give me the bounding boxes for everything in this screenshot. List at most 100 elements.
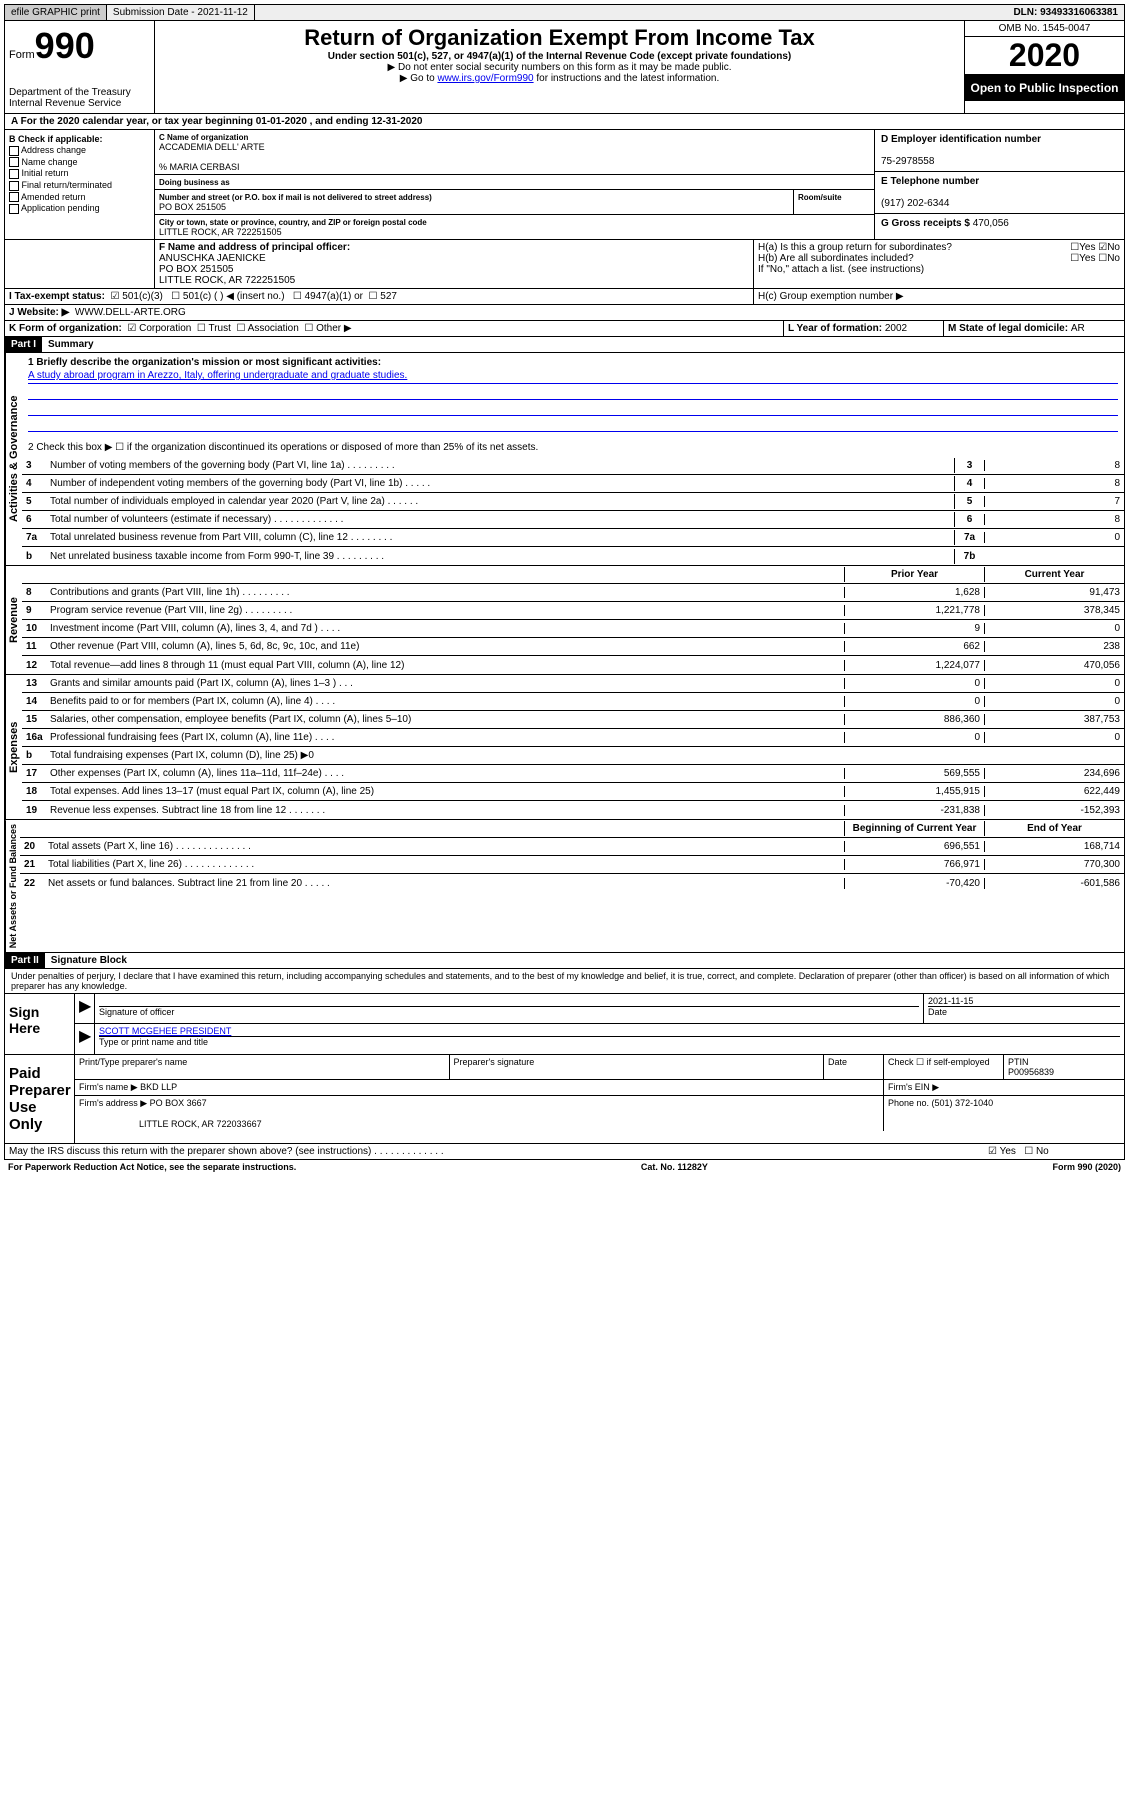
cb-address-change[interactable]: Address change	[9, 145, 150, 156]
rev-header-row: Prior Year Current Year	[22, 566, 1124, 584]
footer-left: For Paperwork Reduction Act Notice, see …	[8, 1162, 296, 1172]
form-990-page: efile GRAPHIC print Submission Date - 20…	[0, 0, 1129, 1178]
cb-name-change[interactable]: Name change	[9, 157, 150, 168]
ssn-note: ▶ Do not enter social security numbers o…	[159, 62, 960, 73]
gov-row-b: bNet unrelated business taxable income f…	[22, 547, 1124, 565]
paid-prep-label: Paid Preparer Use Only	[5, 1055, 75, 1143]
mission-text[interactable]: A study abroad program in Arezzo, Italy,…	[28, 370, 407, 381]
efile-print-button[interactable]: efile GRAPHIC print	[5, 5, 107, 20]
irs-link[interactable]: www.irs.gov/Form990	[437, 73, 533, 84]
row-22: 22Net assets or fund balances. Subtract …	[20, 874, 1124, 892]
row-13: 13Grants and similar amounts paid (Part …	[22, 675, 1124, 693]
public-inspection: Open to Public Inspection	[965, 75, 1124, 101]
part-1-bar: Part I Summary	[4, 337, 1125, 353]
row-17: 17Other expenses (Part IX, column (A), l…	[22, 765, 1124, 783]
block-d-e-g: D Employer identification number 75-2978…	[874, 130, 1124, 239]
phone-block: E Telephone number (917) 202-6344	[875, 172, 1124, 214]
dept-treasury: Department of the Treasury	[9, 87, 150, 98]
part-2-header: Part II	[5, 953, 45, 968]
main-info-block: B Check if applicable: Address change Na…	[4, 130, 1125, 240]
gov-row-3: 3Number of voting members of the governi…	[22, 457, 1124, 475]
part-2-bar: Part II Signature Block	[4, 953, 1125, 969]
arrow-icon: ▶	[79, 1028, 91, 1045]
block-b-checkboxes: B Check if applicable: Address change Na…	[5, 130, 155, 239]
gov-row-6: 6Total number of volunteers (estimate if…	[22, 511, 1124, 529]
gross-receipts-block: G Gross receipts $ 470,056	[875, 214, 1124, 233]
arrow-icon: ▶	[79, 998, 91, 1015]
gross-receipts: 470,056	[973, 218, 1009, 229]
header-right: OMB No. 1545-0047 2020 Open to Public In…	[964, 21, 1124, 113]
part-1-title: Summary	[42, 337, 100, 352]
block-a-year: A For the 2020 calendar year, or tax yea…	[4, 114, 1125, 130]
part-2-title: Signature Block	[45, 953, 133, 968]
street-block: Number and street (or P.O. box if mail i…	[155, 190, 874, 215]
row-11: 11Other revenue (Part VIII, column (A), …	[22, 638, 1124, 656]
dln-field: DLN: 93493316063381	[1007, 5, 1124, 20]
firm-name: BKD LLP	[140, 1082, 177, 1092]
row-16a: 16aProfessional fundraising fees (Part I…	[22, 729, 1124, 747]
row-b: bTotal fundraising expenses (Part IX, co…	[22, 747, 1124, 765]
block-j-row: J Website: ▶ WWW.DELL-ARTE.ORG	[4, 305, 1125, 321]
revenue-label: Revenue	[5, 566, 22, 674]
irs-label: Internal Revenue Service	[9, 98, 150, 109]
cb-amended-return[interactable]: Amended return	[9, 192, 150, 203]
form-of-org: K Form of organization: ☑ Corporation ☐ …	[5, 321, 784, 336]
part-1-header: Part I	[5, 337, 42, 352]
form-number: Form990	[9, 25, 150, 67]
care-of: % MARIA CERBASI	[159, 162, 240, 172]
h-note: If "No," attach a list. (see instruction…	[758, 264, 1120, 275]
gov-row-7a: 7aTotal unrelated business revenue from …	[22, 529, 1124, 547]
row-14: 14Benefits paid to or for members (Part …	[22, 693, 1124, 711]
street-address: PO BOX 251505	[159, 202, 226, 212]
block-i-row: I Tax-exempt status: ☑ 501(c)(3) ☐ 501(c…	[4, 289, 1125, 305]
block-k-l-m-row: K Form of organization: ☑ Corporation ☐ …	[4, 321, 1125, 337]
website-value: WWW.DELL-ARTE.ORG	[75, 307, 186, 318]
officer-name[interactable]: SCOTT MCGEHEE PRESIDENT	[99, 1026, 231, 1036]
governance-label: Activities & Governance	[5, 353, 22, 565]
block-h: H(a) Is this a group return for subordin…	[754, 240, 1124, 288]
q2-discontinued: 2 Check this box ▶ ☐ if the organization…	[22, 438, 1124, 457]
row-19: 19Revenue less expenses. Subtract line 1…	[22, 801, 1124, 819]
year-formation: L Year of formation: 2002	[784, 321, 944, 336]
sign-here-label: Sign Here	[5, 994, 75, 1054]
tax-year: 2020	[965, 37, 1124, 75]
footer-right: Form 990 (2020)	[1052, 1162, 1121, 1172]
header-left: Form990 Department of the Treasury Inter…	[5, 21, 155, 113]
city-state-zip: LITTLE ROCK, AR 722251505	[159, 227, 282, 237]
paid-preparer-block: Paid Preparer Use Only Print/Type prepar…	[4, 1055, 1125, 1144]
discuss-yes-no[interactable]: ☑ Yes ☐ No	[984, 1144, 1124, 1159]
city-block: City or town, state or province, country…	[155, 215, 874, 239]
omb-number: OMB No. 1545-0047	[965, 21, 1124, 37]
perjury-text: Under penalties of perjury, I declare th…	[4, 969, 1125, 994]
discuss-text: May the IRS discuss this return with the…	[5, 1144, 984, 1159]
cb-initial-return[interactable]: Initial return	[9, 168, 150, 179]
sign-here-block: Sign Here ▶ Signature of officer 2021-11…	[4, 994, 1125, 1055]
row-9: 9Program service revenue (Part VIII, lin…	[22, 602, 1124, 620]
row-21: 21Total liabilities (Part X, line 26) . …	[20, 856, 1124, 874]
form-subtitle: Under section 501(c), 527, or 4947(a)(1)…	[159, 51, 960, 62]
net-header-row: Beginning of Current Year End of Year	[20, 820, 1124, 838]
row-15: 15Salaries, other compensation, employee…	[22, 711, 1124, 729]
cb-final-return[interactable]: Final return/terminated	[9, 180, 150, 191]
dba-block: Doing business as	[155, 175, 874, 190]
expenses-section: Expenses 13Grants and similar amounts pa…	[4, 675, 1125, 820]
h-a: H(a) Is this a group return for subordin…	[758, 242, 1120, 253]
net-assets-label: Net Assets or Fund Balances	[5, 820, 20, 952]
website-block: J Website: ▶ WWW.DELL-ARTE.ORG	[5, 305, 1124, 320]
h-c: H(c) Group exemption number ▶	[754, 289, 1124, 304]
governance-section: Activities & Governance 1 Briefly descri…	[4, 353, 1125, 566]
expenses-label: Expenses	[5, 675, 22, 819]
tax-exempt-status: I Tax-exempt status: ☑ 501(c)(3) ☐ 501(c…	[5, 289, 754, 304]
org-name: ACCADEMIA DELL' ARTE	[159, 142, 265, 152]
top-bar: efile GRAPHIC print Submission Date - 20…	[4, 4, 1125, 21]
ein-block: D Employer identification number 75-2978…	[875, 130, 1124, 172]
gov-row-4: 4Number of independent voting members of…	[22, 475, 1124, 493]
org-name-block: C Name of organization ACCADEMIA DELL' A…	[155, 130, 874, 175]
cb-application-pending[interactable]: Application pending	[9, 203, 150, 214]
block-f-h-row: F Name and address of principal officer:…	[4, 240, 1125, 289]
revenue-section: Revenue Prior Year Current Year 8Contrib…	[4, 566, 1125, 675]
goto-note: ▶ Go to www.irs.gov/Form990 for instruct…	[159, 73, 960, 84]
row-8: 8Contributions and grants (Part VIII, li…	[22, 584, 1124, 602]
gov-row-5: 5Total number of individuals employed in…	[22, 493, 1124, 511]
page-footer: For Paperwork Reduction Act Notice, see …	[4, 1160, 1125, 1174]
